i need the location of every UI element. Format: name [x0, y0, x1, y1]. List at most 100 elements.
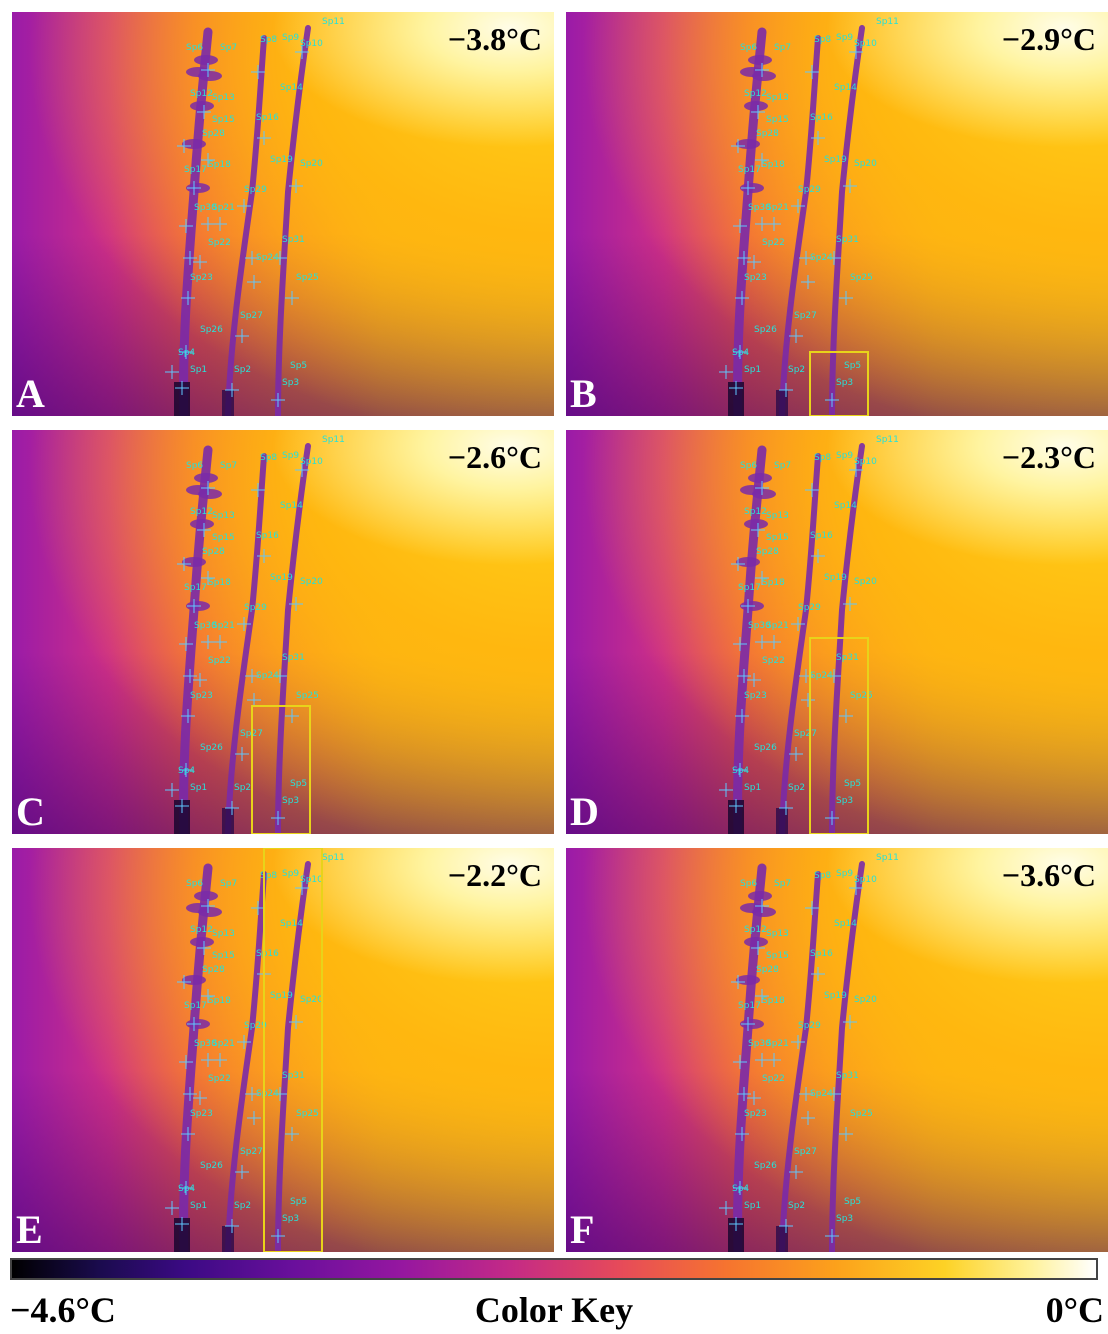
- spot-marker: [201, 63, 215, 77]
- spot-marker: [849, 45, 863, 59]
- spot-label: Sp3: [836, 378, 853, 388]
- spot-label: Sp17: [738, 583, 761, 593]
- spot-label: Sp19: [824, 155, 847, 165]
- spot-marker: [273, 251, 287, 265]
- spot-label: Sp9: [282, 451, 299, 461]
- spot-marker: [247, 693, 261, 707]
- spot-marker: [747, 673, 761, 687]
- spot-label: Sp10: [854, 39, 877, 49]
- spot-label: Sp22: [762, 238, 785, 248]
- spot-marker: [843, 1015, 857, 1029]
- spot-marker: [779, 801, 793, 815]
- spot-marker: [179, 763, 193, 777]
- spot-marker: [737, 251, 751, 265]
- spot-marker: [733, 637, 747, 651]
- bud: [182, 975, 206, 985]
- spot-label: Sp8: [814, 453, 831, 463]
- spot-label: Sp7: [220, 461, 237, 471]
- spot-marker: [733, 1181, 747, 1195]
- bud: [752, 71, 776, 81]
- stem-base: [728, 800, 744, 834]
- spot-label: Sp1: [744, 783, 761, 793]
- spot-marker: [257, 131, 271, 145]
- bud: [194, 55, 218, 65]
- spot-marker: [247, 275, 261, 289]
- spot-label: Sp25: [850, 1109, 873, 1119]
- spot-label: Sp23: [190, 691, 213, 701]
- spot-label: Sp6: [740, 43, 757, 53]
- freezing-region-highlight: [809, 637, 869, 834]
- spot-marker: [273, 1087, 287, 1101]
- spot-marker: [719, 783, 733, 797]
- spot-marker: [235, 747, 249, 761]
- spot-marker: [179, 345, 193, 359]
- bud: [744, 519, 768, 529]
- spot-label: Sp22: [208, 1074, 231, 1084]
- spot-marker: [237, 199, 251, 213]
- plant-stem: [779, 35, 821, 416]
- spot-marker: [225, 383, 239, 397]
- bud: [182, 139, 206, 149]
- spot-label: Sp13: [212, 511, 235, 521]
- spot-label: Sp13: [212, 929, 235, 939]
- spot-marker: [251, 483, 265, 497]
- spot-label: Sp3: [282, 1214, 299, 1224]
- spot-label: Sp4: [732, 348, 749, 358]
- plant-stem: [275, 25, 311, 416]
- spot-marker: [213, 1053, 227, 1067]
- thermal-panel-b: Sp1 Sp2 Sp3 Sp4 Sp5 Sp6 Sp7 Sp8 Sp9 Sp10 Sp11 Sp12 S…: [566, 12, 1108, 416]
- spot-marker: [735, 291, 749, 305]
- bud: [198, 907, 222, 917]
- spot-label: Sp31: [282, 1071, 305, 1081]
- spot-marker: [197, 523, 211, 537]
- spot-marker: [285, 291, 299, 305]
- color-key-max-label: 0°C: [1045, 1290, 1104, 1330]
- spot-marker: [201, 153, 215, 167]
- spot-label: Sp20: [854, 577, 877, 587]
- spot-marker: [737, 1087, 751, 1101]
- spot-marker: [271, 1229, 285, 1243]
- spot-label: Sp8: [814, 871, 831, 881]
- spot-marker: [811, 967, 825, 981]
- spot-marker: [165, 1201, 179, 1215]
- spot-label: Sp11: [876, 435, 899, 445]
- spot-label: Sp8: [814, 35, 831, 45]
- spot-marker: [179, 219, 193, 233]
- spot-marker: [175, 381, 189, 395]
- spot-label: Sp19: [824, 573, 847, 583]
- spot-label: Sp29: [798, 1021, 821, 1031]
- spot-marker: [183, 669, 197, 683]
- spot-marker: [235, 329, 249, 343]
- spot-marker: [271, 811, 285, 825]
- spot-label: Sp6: [186, 879, 203, 889]
- bud: [194, 473, 218, 483]
- spot-label: Sp12: [744, 507, 767, 517]
- spot-label: Sp29: [798, 185, 821, 195]
- spot-label: Sp30: [194, 1039, 217, 1049]
- bud: [190, 519, 214, 529]
- spot-label: Sp14: [280, 501, 303, 511]
- spot-label: Sp15: [766, 951, 789, 961]
- spot-marker: [177, 139, 191, 153]
- spot-label: Sp26: [754, 743, 777, 753]
- spot-label: Sp10: [300, 39, 323, 49]
- spot-marker: [245, 1087, 259, 1101]
- spot-marker: [183, 251, 197, 265]
- spot-marker: [187, 181, 201, 195]
- bud: [736, 975, 760, 985]
- plant-stem: [225, 453, 267, 834]
- spot-marker: [285, 709, 299, 723]
- spot-label: Sp29: [244, 185, 267, 195]
- spot-marker: [247, 1111, 261, 1125]
- bud: [748, 891, 772, 901]
- spot-marker: [729, 1217, 743, 1231]
- spot-label: Sp11: [322, 853, 345, 863]
- spot-label: Sp27: [240, 311, 263, 321]
- spot-marker: [729, 799, 743, 813]
- spot-label: Sp16: [256, 531, 279, 541]
- spot-label: Sp25: [296, 273, 319, 283]
- spot-label: Sp21: [766, 621, 789, 631]
- spot-marker: [193, 673, 207, 687]
- spot-marker: [179, 637, 193, 651]
